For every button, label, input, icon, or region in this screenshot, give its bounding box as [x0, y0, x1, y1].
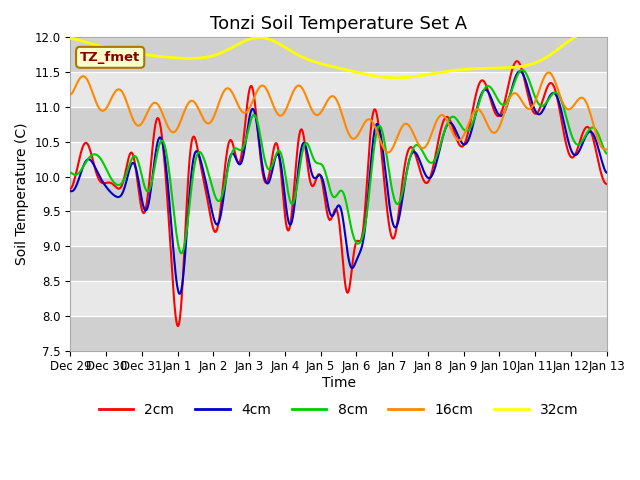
- Text: TZ_fmet: TZ_fmet: [80, 51, 140, 64]
- Bar: [70, 316, 607, 351]
- X-axis label: Time: Time: [321, 376, 355, 390]
- Legend: 2cm, 4cm, 8cm, 16cm, 32cm: 2cm, 4cm, 8cm, 16cm, 32cm: [93, 397, 584, 422]
- Bar: [70, 246, 607, 281]
- Title: Tonzi Soil Temperature Set A: Tonzi Soil Temperature Set A: [210, 15, 467, 33]
- Bar: [70, 212, 607, 246]
- Y-axis label: Soil Temperature (C): Soil Temperature (C): [15, 123, 29, 265]
- Bar: [70, 177, 607, 212]
- Bar: [70, 37, 607, 72]
- Bar: [70, 281, 607, 316]
- Bar: [70, 107, 607, 142]
- Bar: [70, 72, 607, 107]
- Bar: [70, 142, 607, 177]
